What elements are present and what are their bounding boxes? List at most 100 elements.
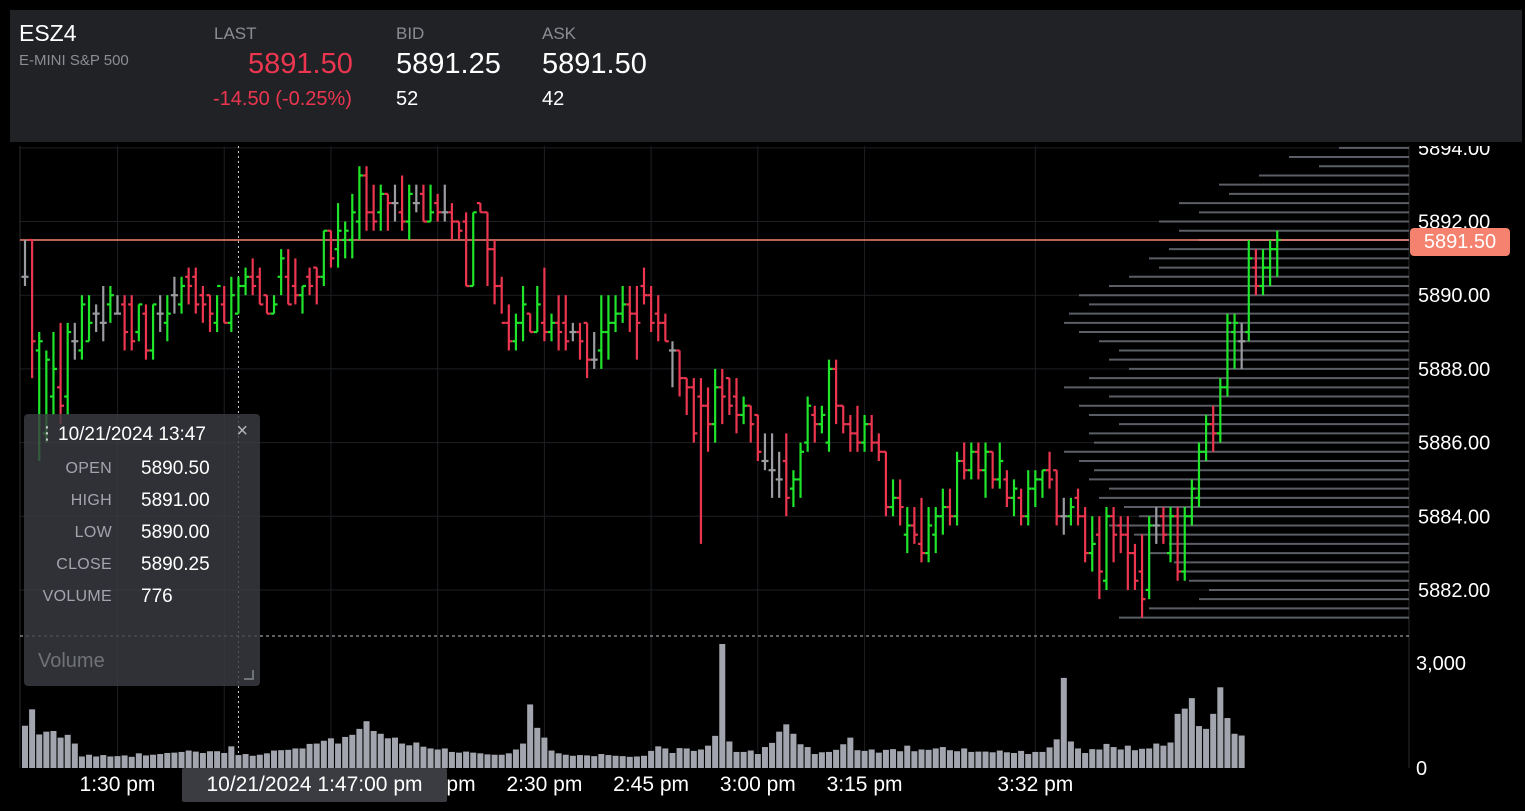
ohlc-bar — [1046, 451, 1054, 489]
ohlc-bar — [1238, 322, 1246, 369]
drag-handle-icon[interactable]: ⋮ — [38, 423, 56, 443]
volume-bar — [1010, 752, 1017, 768]
volume-bar — [690, 750, 697, 768]
ohlc-bar — [747, 404, 755, 443]
ohlc-bar — [540, 267, 548, 342]
ohlc-bar — [740, 396, 748, 425]
ohlc-label: HIGH — [70, 492, 112, 509]
volume-bar — [641, 755, 648, 768]
volume-bar — [946, 750, 953, 768]
volume-bar — [1188, 698, 1195, 768]
ohlc-bar — [78, 295, 86, 360]
ohlc-bar — [640, 267, 648, 305]
volume-bar — [1096, 749, 1103, 768]
ohlc-bar — [846, 414, 854, 452]
ohlc-bar — [839, 404, 847, 434]
ohlc-bar — [953, 451, 961, 526]
volume-bar — [285, 749, 292, 768]
ohlc-info-panel[interactable]: ⋮ 10/21/2024 13:47 × OPEN 5890.50 HIGH 5… — [24, 414, 260, 686]
ohlc-bar — [690, 378, 698, 443]
ohlc-bar — [555, 295, 563, 351]
volume-bar — [206, 751, 213, 768]
panel-date: 10/21/2024 13:47 — [58, 424, 206, 445]
volume-bar — [313, 743, 320, 768]
volume-bar — [1195, 726, 1202, 768]
volume-bar — [1075, 748, 1082, 768]
ohlc-bar — [491, 239, 499, 305]
ohlc-bar — [761, 433, 769, 471]
ohlc-row-low: LOW 5890.00 — [24, 522, 260, 544]
ohlc-bar — [156, 295, 164, 333]
volume-bar — [228, 746, 235, 768]
ohlc-bar — [853, 405, 861, 452]
ask-price: 5891.50 — [542, 48, 647, 80]
ask-label: ASK — [542, 24, 577, 43]
price-axis-label: 5886.00 — [1418, 433, 1490, 455]
volume-bar — [456, 752, 463, 768]
volume-bar — [961, 748, 968, 768]
time-axis-label: 3:15 pm — [827, 773, 903, 796]
volume-bar — [918, 749, 925, 768]
volume-bar — [562, 754, 569, 768]
ohlc-bar — [284, 249, 292, 306]
ohlc-bar — [92, 304, 100, 333]
volume-bar — [36, 734, 43, 768]
ohlc-bar — [291, 258, 299, 305]
volume-bar — [1039, 751, 1046, 768]
volume-bar — [484, 754, 491, 768]
ohlc-bar — [242, 267, 250, 296]
ohlc-bar — [227, 276, 235, 333]
ohlc-bar — [384, 192, 392, 231]
ohlc-bar — [341, 221, 349, 259]
ohlc-bar — [1117, 516, 1125, 554]
ohlc-label: CLOSE — [56, 556, 112, 573]
volume-bar — [626, 756, 633, 768]
ohlc-bar — [668, 341, 676, 388]
ohlc-bar — [1017, 488, 1025, 526]
volume-bar — [192, 751, 199, 768]
ohlc-bar — [1003, 470, 1011, 508]
ohlc-bar — [476, 202, 484, 214]
volume-bar — [584, 755, 591, 768]
ohlc-bar — [619, 286, 627, 323]
ohlc-bar — [448, 203, 456, 240]
ohlc-bar — [206, 294, 214, 333]
volume-bar — [591, 756, 598, 768]
volume-pane-label: Volume — [38, 650, 105, 672]
volume-bar — [1060, 677, 1067, 768]
ohlc-bar — [505, 304, 513, 351]
ohlc-bar — [49, 332, 57, 415]
volume-axis-label: 3,000 — [1416, 653, 1466, 675]
volume-bar — [705, 745, 712, 768]
resize-handle-icon[interactable] — [244, 670, 254, 680]
ohlc-bar — [974, 442, 982, 480]
ohlc-bar — [597, 295, 605, 369]
ohlc-bar — [939, 488, 947, 535]
ohlc-bar — [882, 450, 890, 517]
close-icon[interactable]: × — [236, 420, 248, 442]
ohlc-bar — [121, 295, 129, 351]
ohlc-bar — [932, 507, 940, 554]
instrument-name: E-MINI S&P 500 — [19, 52, 129, 69]
volume-bar — [740, 751, 747, 768]
volume-bar — [477, 753, 484, 768]
ohlc-bar — [377, 184, 385, 231]
volume-bar — [356, 728, 363, 768]
volume-bar — [86, 754, 93, 768]
symbol[interactable]: ESZ4 — [19, 20, 77, 46]
volume-bar — [683, 748, 690, 768]
volume-bar — [1032, 751, 1039, 768]
volume-bar — [1003, 752, 1010, 768]
volume-bar — [377, 733, 384, 768]
volume-bar — [221, 752, 228, 768]
ohlc-bar — [1188, 479, 1196, 526]
ohlc-bar — [334, 203, 342, 268]
ohlc-bar — [661, 313, 669, 343]
volume-bar — [847, 737, 854, 768]
volume-bar — [1153, 743, 1160, 768]
volume-bar — [811, 754, 818, 768]
volume-bar — [157, 754, 164, 768]
time-axis-label: 1:30 pm — [80, 773, 156, 796]
ohlc-bar — [113, 295, 121, 315]
ohlc-value: 5890.50 — [141, 458, 210, 479]
